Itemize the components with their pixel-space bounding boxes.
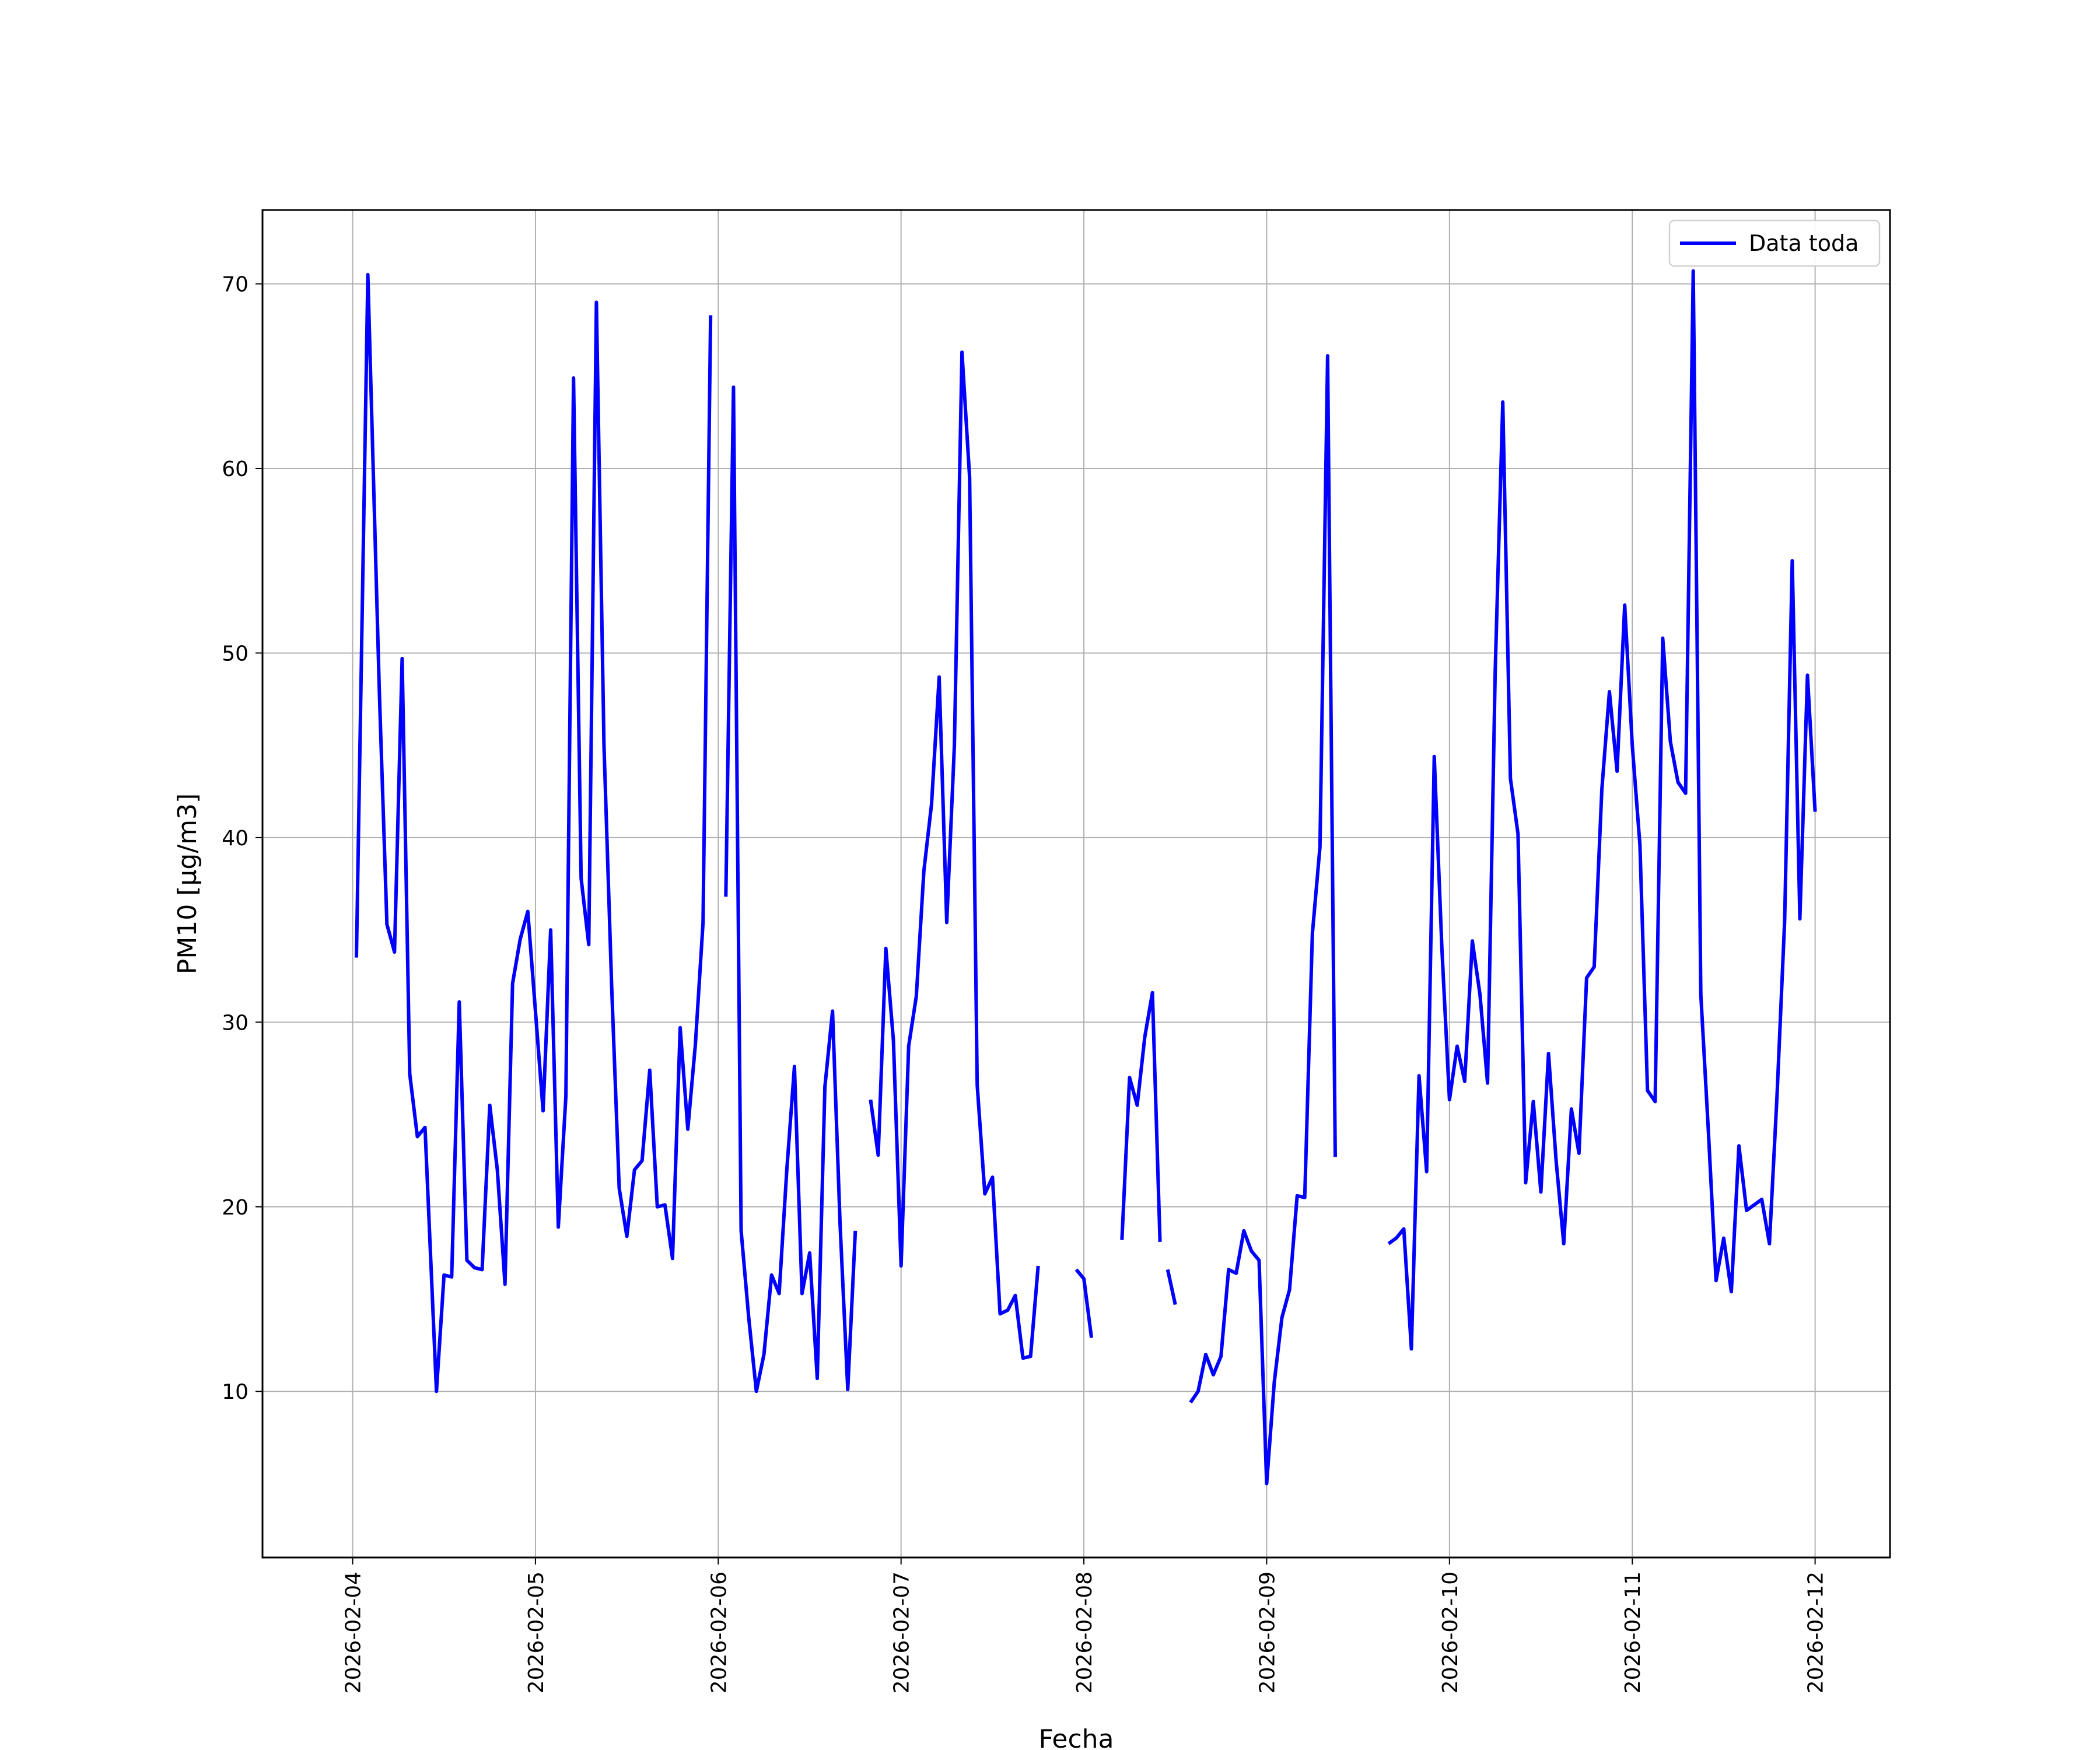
x-tick-label: 2026-02-05	[524, 1572, 548, 1693]
x-axis-label: Fecha	[1038, 1724, 1114, 1750]
plot-data	[355, 269, 1817, 1486]
x-tick-label: 2026-02-12	[1804, 1572, 1828, 1693]
series-line-segment	[724, 385, 858, 1394]
series-line-segment	[1189, 354, 1337, 1486]
x-tick-label: 2026-02-10	[1438, 1572, 1462, 1693]
x-tick-label: 2026-02-04	[342, 1572, 366, 1693]
y-tick-label: 70	[222, 273, 249, 297]
series-line-segment	[1074, 1268, 1094, 1338]
legend-entry-data-toda: Data toda	[1749, 230, 1859, 256]
x-tick-label: 2026-02-07	[890, 1572, 914, 1693]
legend-box	[1668, 219, 1881, 267]
series-line-segment	[355, 272, 713, 1394]
series-line-segment	[1387, 269, 1817, 1351]
x-tick-label: 2026-02-08	[1073, 1572, 1097, 1693]
x-tick-label: 2026-02-11	[1621, 1572, 1645, 1693]
series-line-segment	[1120, 991, 1162, 1242]
y-tick-label: 40	[222, 827, 249, 850]
y-axis: 10 20 30 40 50 60 70	[222, 273, 262, 1404]
x-tick-label: 2026-02-06	[707, 1572, 731, 1693]
grid	[262, 210, 1890, 1558]
y-tick-label: 20	[222, 1196, 249, 1220]
y-tick-label: 10	[222, 1380, 249, 1404]
y-tick-label: 30	[222, 1011, 249, 1035]
y-axis-label: PM10 [μg/m3]	[173, 793, 202, 974]
plot-frame	[261, 209, 1891, 1559]
y-tick-label: 60	[222, 457, 249, 481]
y-tick-label: 50	[222, 642, 249, 666]
x-axis: 2026-02-04 2026-02-05 2026-02-06 2026-02-07…	[342, 1558, 1828, 1693]
series-line-segment	[1166, 1269, 1177, 1306]
series-line-segment	[869, 350, 1040, 1360]
legend[interactable]: Data toda	[1668, 219, 1881, 267]
x-tick-label: 2026-02-09	[1255, 1572, 1279, 1693]
